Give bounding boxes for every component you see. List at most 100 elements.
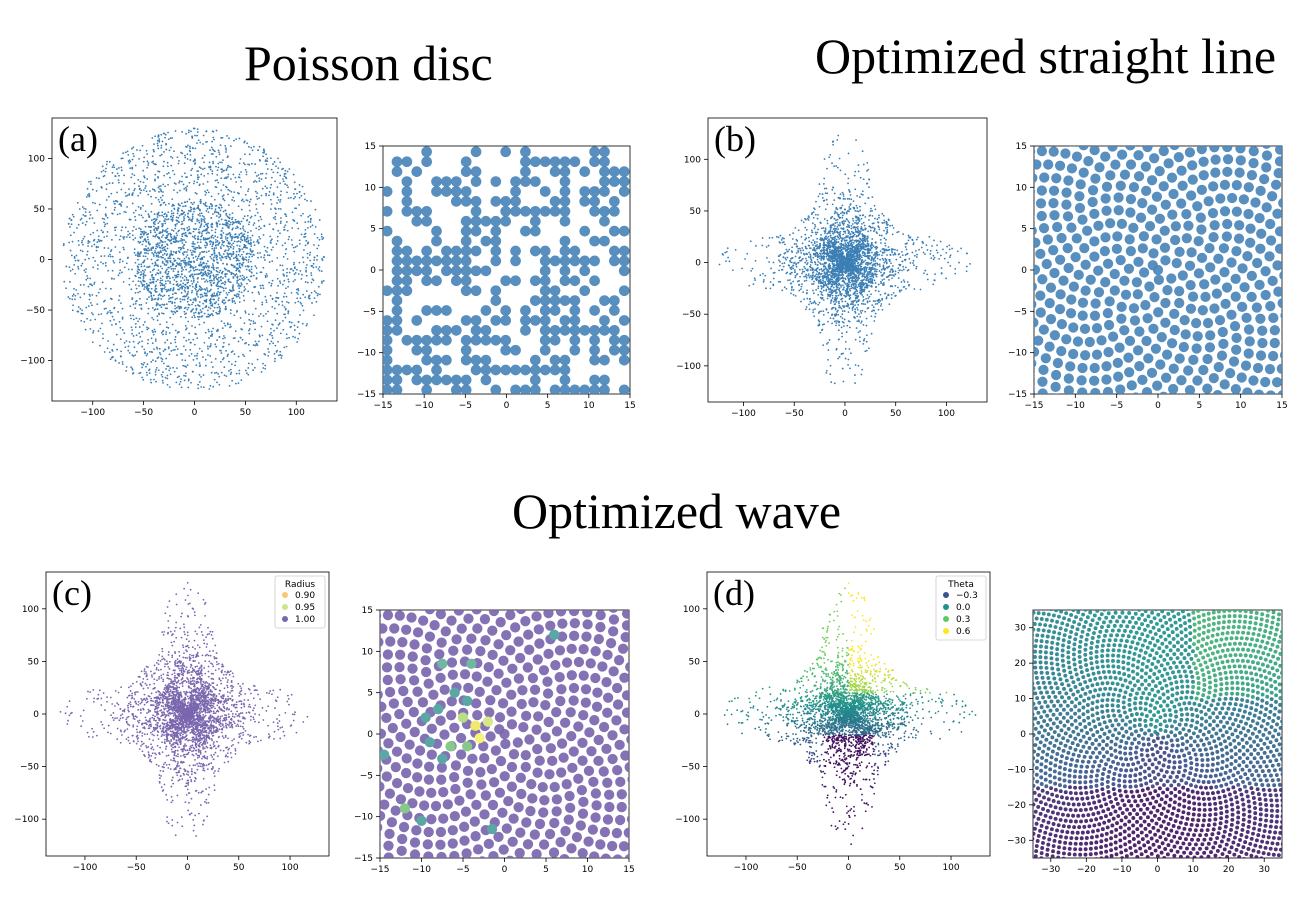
a-overview-point	[151, 281, 153, 284]
b-overview-point	[786, 256, 789, 259]
a-overview-point	[150, 292, 152, 295]
a-overview-point	[128, 236, 131, 239]
a-overview-point	[176, 283, 179, 285]
a-overview-point	[134, 254, 137, 257]
a-overview-point	[286, 267, 289, 270]
a-overview-point	[293, 261, 295, 264]
a-overview-point	[312, 262, 315, 265]
a-overview-point	[163, 287, 165, 290]
b-overview-xtick-label: 100	[938, 409, 955, 419]
a-overview-point	[202, 238, 205, 241]
a-zoom-point	[421, 245, 432, 257]
a-overview-point	[127, 233, 130, 236]
a-overview-point	[180, 237, 183, 240]
a-overview-point	[310, 200, 312, 202]
a-overview-point	[202, 386, 205, 389]
a-overview-point	[100, 313, 103, 315]
a-overview-point	[230, 371, 233, 374]
a-overview-point	[134, 307, 137, 310]
a-overview-point	[127, 349, 130, 352]
a-overview-point	[112, 200, 115, 203]
a-overview-point	[123, 248, 125, 251]
a-overview-point	[206, 140, 208, 143]
b-overview-point	[862, 296, 865, 298]
a-overview-point	[147, 225, 150, 228]
a-overview-point	[127, 153, 130, 156]
a-zoom-point	[480, 374, 492, 386]
a-overview-point	[254, 190, 257, 193]
a-overview-point	[180, 239, 183, 242]
b-overview-point	[832, 276, 835, 279]
a-overview-point	[190, 201, 193, 204]
a-overview-point	[287, 186, 289, 189]
a-overview-point	[172, 289, 174, 292]
a-overview-point	[159, 246, 162, 249]
a-overview-point	[194, 237, 197, 240]
a-overview-point	[180, 223, 183, 226]
a-overview-point	[314, 226, 317, 228]
a-overview-point	[138, 263, 140, 266]
b-overview-point	[809, 269, 812, 271]
b-overview-point	[844, 230, 847, 233]
a-overview-point	[166, 227, 169, 230]
a-overview-point	[86, 253, 88, 256]
a-zoom-point	[589, 374, 600, 386]
a-overview-point	[262, 367, 265, 369]
a-overview-point	[283, 292, 286, 295]
a-overview-point	[86, 317, 88, 320]
a-overview-point	[275, 296, 277, 299]
a-overview-point	[164, 222, 167, 225]
a-overview-point	[230, 178, 232, 180]
a-overview-point	[176, 331, 179, 334]
a-zoom-point	[441, 305, 452, 316]
a-overview-point	[239, 336, 242, 339]
a-overview-point	[217, 181, 220, 184]
a-overview-point	[235, 138, 238, 141]
a-zoom-point	[539, 285, 551, 297]
a-overview-point	[217, 242, 220, 245]
a-overview-point	[291, 243, 294, 246]
b-overview-point	[884, 226, 887, 229]
b-overview-point	[888, 260, 891, 263]
a-overview-point	[84, 271, 87, 274]
a-overview-point	[193, 163, 196, 165]
a-overview-point	[236, 244, 239, 247]
a-overview-point	[242, 162, 245, 164]
a-overview-point	[128, 232, 131, 235]
a-overview-point	[224, 223, 227, 226]
a-overview-point	[290, 321, 293, 324]
a-overview-point	[161, 279, 164, 282]
a-overview-point	[135, 149, 138, 151]
a-overview-point	[143, 230, 145, 233]
a-overview-point	[244, 288, 247, 291]
a-overview-point	[270, 168, 273, 171]
a-overview-point	[262, 148, 265, 151]
a-overview-point	[293, 220, 296, 222]
a-overview-point	[214, 210, 217, 213]
a-overview-point	[180, 151, 182, 154]
a-overview-point	[215, 155, 218, 158]
a-overview-point	[152, 331, 155, 334]
a-overview-point	[217, 162, 220, 165]
a-overview-point	[102, 333, 104, 335]
a-overview-point	[185, 176, 187, 179]
a-overview-point	[227, 204, 230, 206]
a-overview-point	[168, 353, 171, 356]
b-overview-point	[870, 315, 873, 318]
b-overview-point	[785, 248, 788, 251]
b-overview-point	[954, 268, 957, 270]
a-overview-point	[138, 187, 141, 190]
a-overview-point	[236, 267, 239, 270]
a-overview-point	[196, 257, 199, 260]
a-overview-point	[266, 157, 269, 160]
a-overview-point	[310, 217, 312, 220]
a-overview-point	[211, 170, 214, 172]
a-overview-point	[162, 330, 164, 333]
a-overview-point	[172, 250, 175, 253]
a-overview-point	[198, 381, 201, 383]
a-overview-point	[122, 238, 125, 240]
a-overview-point	[133, 189, 136, 192]
b-overview-point	[897, 277, 900, 279]
a-overview-point	[102, 175, 105, 178]
a-overview-point	[209, 168, 212, 171]
